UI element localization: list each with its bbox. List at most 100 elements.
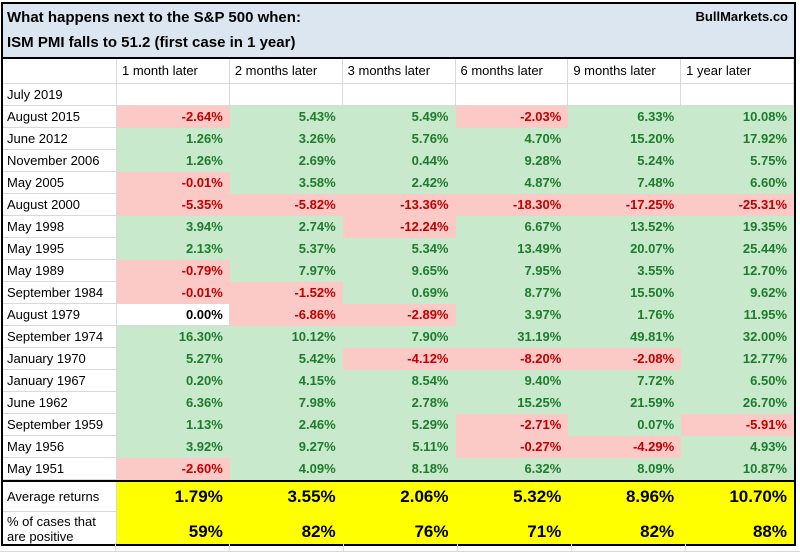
summary-average-cell: 5.32% [455,482,569,512]
row-label: May 1956 [3,436,117,458]
return-cell: 2.46% [229,414,343,436]
row-label: June 1962 [3,392,117,414]
row-label: August 1979 [3,304,117,326]
return-cell: 10.08% [681,106,794,128]
return-cell: -13.36% [342,194,456,216]
row-label: September 1959 [3,414,117,436]
return-cell: 7.48% [568,172,682,194]
summary-label-percent-positive: % of cases that are positive [3,512,117,544]
return-cell: -0.01% [117,172,230,194]
column-header: 1 month later [117,59,230,84]
returns-grid: 1 month later 2 months later 3 months late… [3,59,794,544]
return-cell: -25.31% [681,194,794,216]
return-cell: 25.44% [681,238,794,260]
return-cell: 6.50% [681,370,794,392]
return-cell: 26.70% [681,392,794,414]
return-cell: 49.81% [568,326,682,348]
return-cell: 5.43% [229,106,343,128]
return-cell: 2.74% [229,216,343,238]
column-header: 3 months later [342,59,456,84]
return-cell: -1.52% [229,282,343,304]
row-label: July 2019 [3,84,117,106]
summary-label-average: Average returns [3,482,117,512]
summary-average-cell: 2.06% [342,482,456,512]
return-cell: 3.55% [568,260,682,282]
return-cell: 15.20% [568,128,682,150]
return-cell: 13.49% [455,238,569,260]
return-cell: 7.72% [568,370,682,392]
return-cell: 1.13% [117,414,230,436]
return-cell: -0.27% [455,436,569,458]
row-label: January 1970 [3,348,117,370]
return-cell: 9.28% [455,150,569,172]
return-cell: 5.49% [342,106,456,128]
title-bar: What happens next to the S&P 500 when: I… [3,4,794,59]
return-cell: 6.36% [117,392,230,414]
return-cell: 7.90% [342,326,456,348]
row-label: May 1998 [3,216,117,238]
summary-percent-cell: 82% [568,512,682,544]
return-cell: -6.86% [229,304,343,326]
return-cell [455,84,569,106]
column-header: 6 months later [455,59,569,84]
return-cell: 9.62% [681,282,794,304]
row-label: May 1989 [3,260,117,282]
return-cell: 7.95% [455,260,569,282]
row-label: September 1984 [3,282,117,304]
column-header: 2 months later [229,59,343,84]
return-cell: 6.60% [681,172,794,194]
return-cell: 16.30% [117,326,230,348]
return-cell: 4.15% [229,370,343,392]
summary-divider [3,480,794,482]
return-cell: -5.91% [681,414,794,436]
return-cell: 17.92% [681,128,794,150]
return-cell [681,84,794,106]
return-cell: 3.58% [229,172,343,194]
return-cell: -2.89% [342,304,456,326]
return-cell [229,84,343,106]
return-cell: 2.42% [342,172,456,194]
return-cell: 5.42% [229,348,343,370]
return-cell [342,84,456,106]
return-cell: 0.69% [342,282,456,304]
return-cell: -8.20% [455,348,569,370]
return-cell: 2.78% [342,392,456,414]
return-cell: 15.50% [568,282,682,304]
return-cell: 0.00% [117,304,230,326]
gridline-stub [457,543,458,552]
return-cell: 1.76% [568,304,682,326]
summary-average-cell: 10.70% [681,482,794,512]
summary-average-cell: 1.79% [117,482,230,512]
summary-average-cell: 8.96% [568,482,682,512]
return-cell: 5.75% [681,150,794,172]
return-cell: 5.34% [342,238,456,260]
return-cell: 8.18% [342,458,456,480]
return-cell: -17.25% [568,194,682,216]
row-label: September 1974 [3,326,117,348]
return-cell: 12.77% [681,348,794,370]
return-cell [117,84,230,106]
return-cell: -5.82% [229,194,343,216]
summary-percent-cell: 71% [455,512,569,544]
return-cell: 20.07% [568,238,682,260]
return-cell: 5.76% [342,128,456,150]
return-cell: 9.65% [342,260,456,282]
summary-percent-cell: 59% [117,512,230,544]
row-label: August 2000 [3,194,117,216]
return-cell: 7.98% [229,392,343,414]
return-cell: -18.30% [455,194,569,216]
return-cell: 6.33% [568,106,682,128]
return-cell: 3.94% [117,216,230,238]
gridline-stub [343,543,344,552]
return-cell: -4.29% [568,436,682,458]
summary-percent-cell: 82% [229,512,343,544]
return-cell: 19.35% [681,216,794,238]
return-cell: 21.59% [568,392,682,414]
return-cell: 0.07% [568,414,682,436]
return-cell: 4.93% [681,436,794,458]
return-cell: 3.92% [117,436,230,458]
return-cell: 5.11% [342,436,456,458]
return-cell: 5.24% [568,150,682,172]
spreadsheet-table: What happens next to the S&P 500 when: I… [1,2,796,546]
return-cell: 31.19% [455,326,569,348]
